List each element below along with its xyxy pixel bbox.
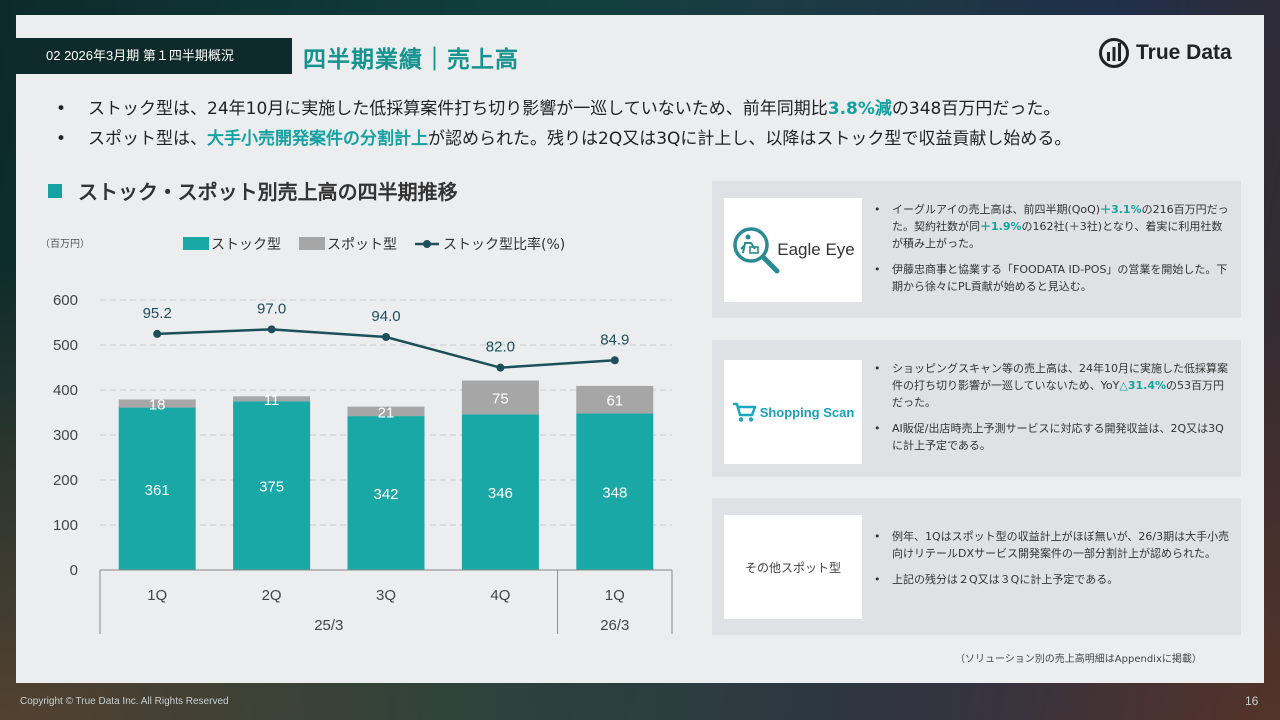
card-note: 伊藤忠商事と協業する「FOODATA ID-POS」の営業を開始した。下期から徐…	[872, 261, 1230, 295]
y-tick-label: 400	[53, 382, 78, 399]
summary-bullets: ストック型は、24年10月に実施した低採算案件打ち切り影響が一巡していないため、…	[56, 94, 1071, 154]
bar-stock	[576, 413, 654, 570]
card-note: 例年、1Qはスポット型の収益計上がほぼ無いが、26/3期は大手小売向けリテールD…	[872, 528, 1230, 562]
bar-spot	[461, 380, 539, 415]
bar-stock	[347, 416, 425, 570]
true-data-logo-icon	[1099, 38, 1129, 68]
y-tick-label: 0	[70, 562, 78, 579]
bar-value-label: 361	[145, 482, 170, 499]
card-note: イーグルアイの売上高は、前四半期(QoQ)＋3.1%の216百万円だった。契約社…	[872, 201, 1230, 252]
summary-bullet: スポット型は、大手小売開発案件の分割計上が認められた。残りは2Q又は3Qに計上し…	[56, 124, 1071, 154]
y-tick-label: 600	[53, 292, 78, 309]
ratio-point	[382, 333, 390, 341]
ratio-label: 95.2	[143, 305, 172, 322]
ratio-point	[267, 325, 276, 334]
bar-value-label: 61	[606, 393, 623, 410]
y-tick-label: 200	[53, 472, 78, 489]
bar-value-label: 348	[602, 485, 627, 502]
other-spot-label-box: その他スポット型	[724, 515, 862, 619]
copyright: Copyright © True Data Inc. All Rights Re…	[20, 696, 229, 707]
ratio-label: 94.0	[371, 308, 400, 325]
bar-value-label: 342	[373, 486, 398, 503]
x-tick-label: 4Q	[490, 587, 510, 604]
y-tick-label: 100	[53, 517, 78, 534]
magnifier-cart-icon	[733, 227, 780, 274]
x-tick-label: 1Q	[147, 587, 167, 604]
bar-spot	[233, 396, 311, 402]
group-label: 26/3	[600, 617, 629, 634]
legend-label: ストック型比率(%)	[443, 236, 565, 253]
chart-title: ストック・スポット別売上高の四半期推移	[78, 180, 458, 204]
eagle-eye-logo-text: Eagle Eye	[777, 240, 855, 259]
cart-icon	[732, 402, 756, 422]
bar-value-label: 346	[488, 485, 513, 502]
ratio-label: 82.0	[486, 339, 515, 356]
y-tick-label: 500	[53, 337, 78, 354]
summary-bullet: ストック型は、24年10月に実施した低採算案件打ち切り影響が一巡していないため、…	[56, 94, 1071, 124]
x-tick-label: 1Q	[605, 587, 625, 604]
bar-stock	[118, 407, 196, 570]
logo-text: True Data	[1136, 41, 1232, 64]
section-tag: 02 2026年3月期 第１四半期概況	[16, 38, 292, 74]
other-spot-label: その他スポット型	[744, 560, 841, 575]
eagle-eye-logo: Eagle Eye	[724, 198, 862, 302]
unit-label: （百万円）	[40, 238, 90, 250]
card-note: AI販促/出店時売上予測サービスに対応する開発収益は、2Q又は3Qに計上予定であ…	[872, 420, 1230, 454]
eagle-eye-notes: イーグルアイの売上高は、前四半期(QoQ)＋3.1%の216百万円だった。契約社…	[872, 201, 1230, 304]
legend-swatch	[299, 237, 325, 250]
shopping-scan-logo-text: Shopping Scan	[759, 404, 855, 420]
bar-value-label: 375	[259, 479, 284, 496]
revenue-chart: 0 100 200 300 400 500 600 （百万円） ストック型 スポット型 ストック型比…	[40, 236, 673, 634]
legend-label: スポット型	[327, 237, 397, 253]
x-tick-label: 2Q	[262, 587, 282, 604]
shopping-scan-logo: Shopping Scan	[724, 360, 862, 464]
company-logo: True Data	[1098, 37, 1232, 69]
page-number: 16	[1245, 694, 1259, 708]
legend-swatch	[183, 237, 209, 250]
chart-heading: ストック・スポット別売上高の四半期推移	[48, 176, 458, 205]
bar-spot	[118, 399, 196, 408]
card-note: 上記の残分は２Q又は３Qに計上予定である。	[872, 571, 1230, 588]
footnote: （ソリューション別の売上高明細はAppendixに掲載）	[955, 654, 1202, 665]
page-title: 四半期業績｜売上高	[303, 47, 519, 73]
ratio-point	[496, 363, 505, 372]
legend-marker	[423, 240, 431, 248]
bar-spot	[347, 406, 425, 417]
card-note: ショッピングスキャン等の売上高は、24年10月に実施した低採算案件の打ち切り影響…	[872, 360, 1230, 411]
shopping-scan-card: Shopping Scan ショッピングスキャン等の売上高は、24年10月に実施…	[712, 340, 1241, 477]
eagle-eye-card: Eagle Eye イーグルアイの売上高は、前四半期(QoQ)＋3.1%の216…	[712, 181, 1241, 318]
bar-value-label: 21	[378, 404, 395, 421]
bar-stock	[233, 401, 311, 570]
shopping-scan-notes: ショッピングスキャン等の売上高は、24年10月に実施した低採算案件の打ち切り影響…	[872, 360, 1230, 463]
legend-label: ストック型	[211, 237, 281, 253]
group-label: 25/3	[314, 617, 343, 634]
ratio-point	[610, 356, 619, 365]
other-spot-card: その他スポット型 例年、1Qはスポット型の収益計上がほぼ無いが、26/3期は大手…	[712, 498, 1241, 635]
bar-spot	[576, 385, 654, 414]
bar-stock	[461, 414, 539, 570]
bar-value-label: 18	[149, 397, 166, 414]
bar-value-label: 11	[264, 392, 280, 409]
heading-marker	[48, 183, 62, 198]
other-spot-notes: 例年、1Qはスポット型の収益計上がほぼ無いが、26/3期は大手小売向けリテールD…	[872, 528, 1230, 597]
x-tick-label: 3Q	[376, 587, 396, 604]
ratio-label: 84.9	[600, 331, 629, 348]
ratio-label: 97.0	[257, 300, 286, 317]
bar-value-label: 75	[492, 390, 509, 407]
ratio-point	[153, 329, 162, 338]
y-tick-label: 300	[53, 427, 78, 444]
